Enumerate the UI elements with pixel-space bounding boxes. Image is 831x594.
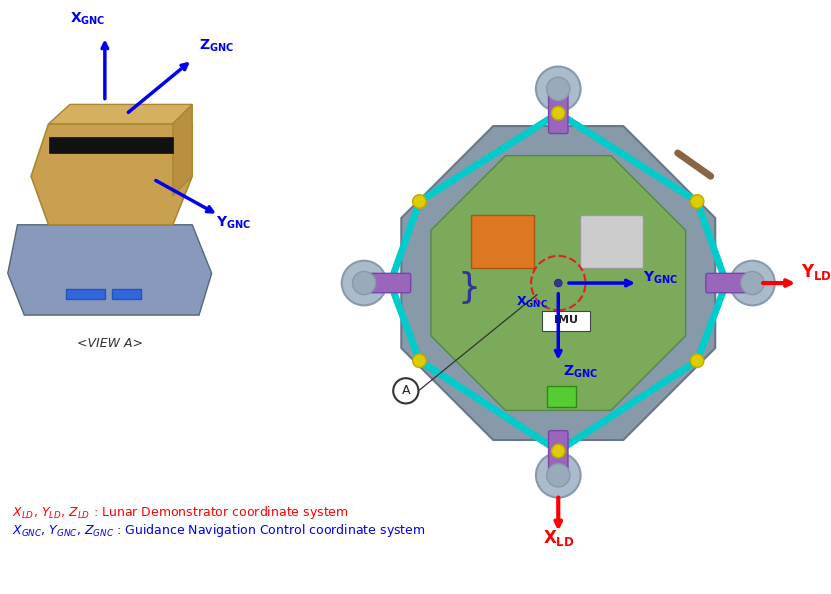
Text: $\mathbf{X_{GNC}}$: $\mathbf{X_{GNC}}$ — [70, 11, 106, 27]
Circle shape — [352, 271, 376, 295]
Text: $\mathbf{Y_{LD}}$: $\mathbf{Y_{LD}}$ — [801, 262, 831, 282]
Text: $\mathbf{Z_{GNC}}$: $\mathbf{Z_{GNC}}$ — [563, 364, 598, 380]
FancyBboxPatch shape — [370, 273, 411, 293]
Polygon shape — [66, 289, 105, 299]
Circle shape — [393, 378, 419, 403]
Text: $X_{GNC}$, $Y_{GNC}$, $Z_{GNC}$ : Guidance Navigation Control coordinate system: $X_{GNC}$, $Y_{GNC}$, $Z_{GNC}$ : Guidan… — [12, 522, 425, 539]
Polygon shape — [48, 137, 173, 153]
Circle shape — [730, 261, 774, 305]
Text: A: A — [401, 384, 410, 397]
Circle shape — [342, 261, 386, 305]
Circle shape — [691, 195, 704, 208]
Circle shape — [536, 67, 581, 111]
Text: IMU: IMU — [554, 315, 578, 325]
FancyBboxPatch shape — [471, 215, 534, 268]
Polygon shape — [173, 105, 192, 195]
Circle shape — [547, 77, 570, 100]
Circle shape — [413, 195, 426, 208]
FancyBboxPatch shape — [706, 273, 746, 293]
Text: $X_{LD}$, $Y_{LD}$, $Z_{LD}$ : Lunar Demonstrator coordinate system: $X_{LD}$, $Y_{LD}$, $Z_{LD}$ : Lunar Dem… — [12, 504, 348, 521]
Polygon shape — [431, 156, 686, 410]
Circle shape — [552, 444, 565, 458]
Polygon shape — [48, 105, 192, 124]
Circle shape — [691, 354, 704, 368]
Text: <VIEW A>: <VIEW A> — [76, 337, 143, 350]
Polygon shape — [111, 289, 140, 299]
Circle shape — [740, 271, 764, 295]
Text: $\mathbf{X_{GNC}}$: $\mathbf{X_{GNC}}$ — [517, 295, 548, 310]
Polygon shape — [31, 124, 192, 225]
Polygon shape — [7, 225, 212, 315]
FancyBboxPatch shape — [542, 311, 590, 331]
Circle shape — [547, 464, 570, 487]
Circle shape — [552, 106, 565, 120]
Circle shape — [536, 453, 581, 498]
Text: $\mathbf{X_{LD}}$: $\mathbf{X_{LD}}$ — [543, 528, 574, 548]
Text: $\mathbf{Y_{GNC}}$: $\mathbf{Y_{GNC}}$ — [642, 269, 678, 286]
Text: }: } — [457, 271, 480, 305]
Text: $\mathbf{Y_{GNC}}$: $\mathbf{Y_{GNC}}$ — [215, 215, 250, 231]
FancyBboxPatch shape — [580, 215, 642, 268]
Circle shape — [554, 279, 562, 287]
Circle shape — [413, 354, 426, 368]
Polygon shape — [401, 126, 715, 440]
FancyBboxPatch shape — [547, 386, 576, 407]
Text: $\mathbf{Z_{GNC}}$: $\mathbf{Z_{GNC}}$ — [199, 38, 234, 55]
FancyBboxPatch shape — [548, 93, 568, 134]
FancyBboxPatch shape — [548, 431, 568, 472]
